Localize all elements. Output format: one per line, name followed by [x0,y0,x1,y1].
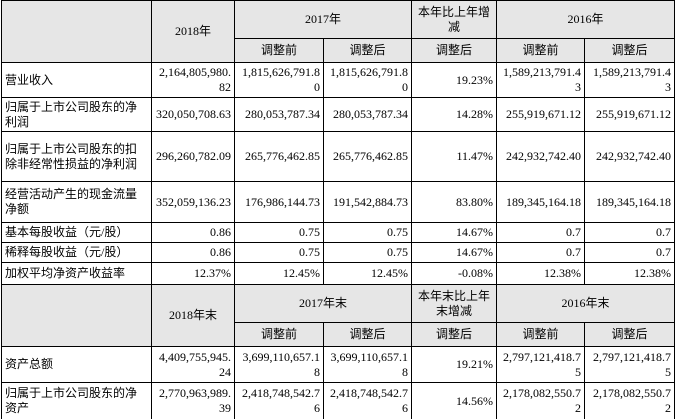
header-sub: 调整后 [411,322,498,347]
row-label: 归属于上市公司股东的净利润 [1,97,152,132]
cell-value: 0.86 [151,242,235,263]
cell-value: 3,699,110,657.18 [234,346,324,383]
cell-value: 189,345,164.18 [584,181,675,223]
cell-value: 255,919,671.12 [496,97,586,132]
table-row: 归属于上市公司股东的净利润 320,050,708.63 280,053,787.3… [1,97,675,132]
header-change: 本年末比上年末增减 [411,284,498,323]
cell-value: 11.47% [411,131,498,182]
cell-value: 12.45% [322,262,413,285]
table-row: 调整前 调整后 调整后 调整前 调整后 [2,322,675,347]
table-row: 资产总额 4,409,755,945.24 3,699,110,657.18 3,69… [1,346,675,383]
cell-value: 2,178,082,550.72 [496,382,586,419]
cell-value: 12.37% [151,262,235,285]
cell-value: 12.38% [584,262,675,285]
row-label: 加权平均净资产收益率 [1,262,152,285]
cell-value: 0.7 [496,242,586,263]
cell-value: 296,260,782.09 [151,131,235,182]
cell-value: 0.7 [584,242,675,263]
cell-value: 0.75 [234,242,324,263]
cell-value: 1,815,626,791.80 [234,62,324,98]
row-label: 归属于上市公司股东的扣除非经常性损益的净利润 [1,131,152,182]
header-sub: 调整前 [234,322,324,347]
header-sub: 调整后 [322,322,413,347]
cell-value: 280,053,787.34 [322,97,413,132]
cell-value: 14.56% [411,382,498,419]
row-label: 营业收入 [1,62,152,98]
table-row: 营业收入 2,164,805,980.82 1,815,626,791.80 1,81… [1,62,675,98]
cell-value: 14.28% [411,97,498,132]
header-year: 2017年末 [233,284,413,323]
header-year: 2017年 [233,0,413,39]
header-sub: 调整前 [496,322,586,347]
header-sub: 调整前 [234,38,324,63]
table-row: 2018年 2017年 本年比上年增减 2016年 [1,0,675,63]
cell-value: 4,409,755,945.24 [151,346,235,383]
header-sub: 调整后 [584,38,675,63]
table-row: 基本每股收益（元/股） 0.86 0.75 0.75 14.67% 0.7 0.7 [1,222,675,243]
cell-value: 19.21% [411,346,498,383]
cell-value: 280,053,787.34 [234,97,324,132]
table-row: 归属于上市公司股东的扣除非经常性损益的净利润 296,260,782.09 265,… [1,131,675,182]
cell-value: 0.75 [234,222,324,243]
cell-value: 0.86 [151,222,235,243]
cell-value: 14.67% [411,222,498,243]
header-sub: 调整后 [411,38,498,63]
header-year: 2018年 [151,0,235,63]
cell-value: 0.75 [322,242,413,263]
header-change: 本年比上年增减 [411,0,498,39]
cell-value: 265,776,462.85 [234,131,324,182]
header-year: 2016年末 [496,284,675,323]
cell-value: 1,589,213,791.43 [496,62,586,98]
row-label: 经营活动产生的现金流量净额 [1,181,152,223]
table-row: 加权平均净资产收益率 12.37% 12.45% 12.45% -0.08% 12.38%… [1,262,675,285]
cell-value: 265,776,462.85 [322,131,413,182]
row-label: 基本每股收益（元/股） [1,222,152,243]
cell-value: 3,699,110,657.18 [322,346,413,383]
cell-value: 14.67% [411,242,498,263]
cell-value: 189,345,164.18 [496,181,586,223]
cell-value: 255,919,671.12 [584,97,675,132]
row-label: 稀释每股收益（元/股） [1,242,152,263]
table-row: 经营活动产生的现金流量净额 352,059,136.23 176,986,144.7… [1,181,675,223]
cell-value: 1,815,626,791.80 [322,62,413,98]
header-sub: 调整后 [322,38,413,63]
cell-value: 352,059,136.23 [151,181,235,223]
cell-value: 1,589,213,791.43 [584,62,675,98]
cell-value: 2,797,121,418.75 [496,346,586,383]
cell-value: 2,418,748,542.76 [322,382,413,419]
table-row: 归属于上市公司股东的净资产 2,770,963,989.39 2,418,748,5… [1,382,675,419]
corner-cell [1,0,152,63]
cell-value: 19.23% [411,62,498,98]
cell-value: 2,178,082,550.72 [584,382,675,419]
header-sub: 调整后 [584,322,675,347]
header-year: 2016年 [496,0,675,39]
cell-value: 2,770,963,989.39 [151,382,235,419]
cell-value: 0.7 [584,222,675,243]
cell-value: 320,050,708.63 [151,97,235,132]
row-label: 归属于上市公司股东的净资产 [1,382,152,419]
cell-value: 2,797,121,418.75 [584,346,675,383]
corner-cell [1,284,152,347]
cell-value: -0.08% [411,262,498,285]
cell-value: 242,932,742.40 [496,131,586,182]
header-sub: 调整前 [496,38,586,63]
row-label: 资产总额 [1,346,152,383]
cell-value: 83.80% [411,181,498,223]
cell-value: 12.45% [234,262,324,285]
table-row: 调整前 调整后 调整后 调整前 调整后 [2,38,675,63]
cell-value: 0.7 [496,222,586,243]
table-row: 稀释每股收益（元/股） 0.86 0.75 0.75 14.67% 0.7 0.7 [1,242,675,263]
cell-value: 12.38% [496,262,586,285]
cell-value: 242,932,742.40 [584,131,675,182]
cell-value: 2,164,805,980.82 [151,62,235,98]
cell-value: 2,418,748,542.76 [234,382,324,419]
cell-value: 176,986,144.73 [234,181,324,223]
cell-value: 191,542,884.73 [322,181,413,223]
header-year: 2018年末 [151,284,235,347]
cell-value: 0.75 [322,222,413,243]
table-row: 2018年末 2017年末 本年末比上年末增减 2016年末 [1,284,675,347]
